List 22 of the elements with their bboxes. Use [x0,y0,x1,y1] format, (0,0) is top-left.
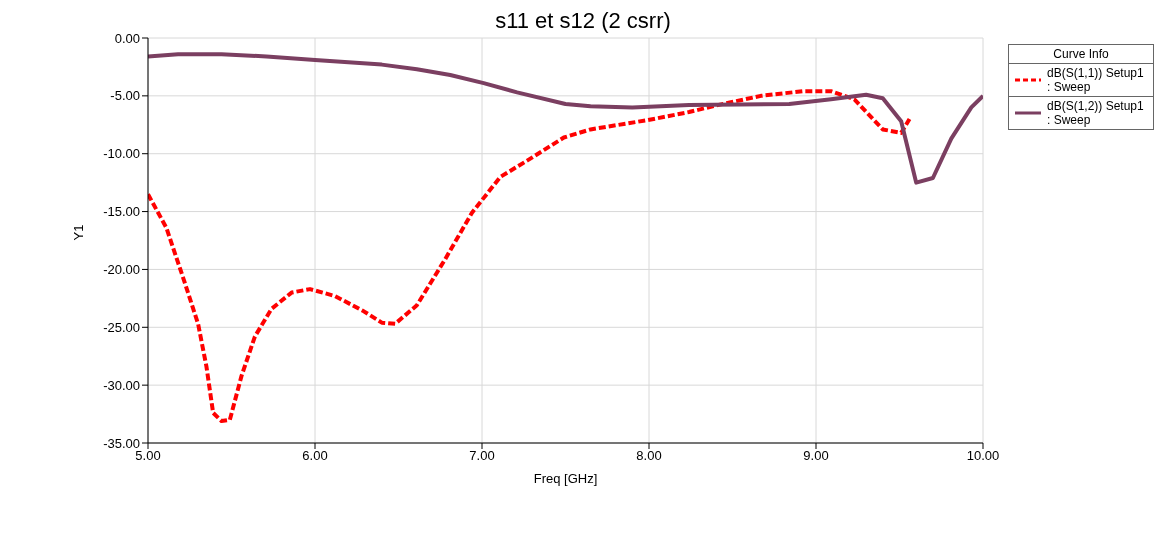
x-tick-label: 10.00 [966,448,1000,464]
y-tick-label: -30.00 [103,377,140,393]
x-axis-title: Freq [GHz] [533,471,598,486]
x-tick-label: 6.00 [302,448,328,464]
y-tick-label: -25.00 [103,319,140,335]
x-tick-label: 5.00 [135,448,161,464]
line-series [148,89,912,424]
y-tick-label: -5.00 [110,88,140,104]
x-tick-label: 7.00 [469,448,495,464]
legend-label: dB(S(1,1)) Setup1 : Sweep [1047,66,1145,94]
chart-title: s11 et s12 (2 csrr) [495,8,671,33]
x-tick-label: 8.00 [636,448,662,464]
legend-title: Curve Info [1009,45,1153,64]
legend-label: dB(S(1,2)) Setup1 : Sweep [1047,99,1145,127]
y-tick-label: -20.00 [103,262,140,278]
y-axis-title: Y1 [70,224,86,241]
y-tick-label: -35.00 [103,435,140,451]
y-tick-label: 0.00 [114,30,140,46]
y-tick-label: -15.00 [103,204,140,220]
line-series [148,52,983,185]
y-tick-label: -10.00 [103,146,140,162]
x-tick-label: 9.00 [803,448,829,464]
